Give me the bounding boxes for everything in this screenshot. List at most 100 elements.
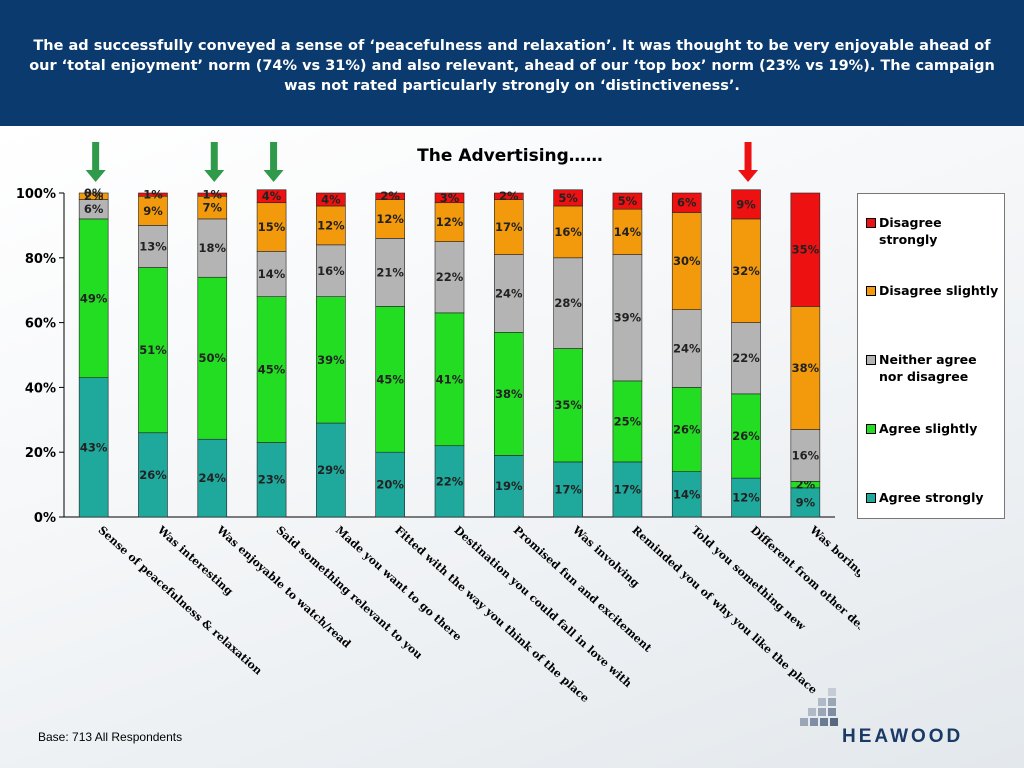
data-label: 17% xyxy=(495,220,523,234)
bar-segment xyxy=(553,461,583,518)
x-tick-label: Told you something new xyxy=(689,524,809,634)
bar-segment xyxy=(671,192,702,213)
legend-swatch xyxy=(866,493,876,503)
red-arrow-icon xyxy=(738,142,759,182)
company-logo: HEAWOOD xyxy=(800,688,980,752)
data-label: 21% xyxy=(376,265,404,279)
data-label: 1% xyxy=(143,188,163,202)
data-label: 24% xyxy=(495,286,523,300)
bar-segment xyxy=(731,393,761,479)
data-label: 23% xyxy=(258,473,286,487)
y-tick-label: 40% xyxy=(25,381,56,396)
data-label: 5% xyxy=(618,194,638,208)
data-label: 14% xyxy=(673,487,701,501)
data-label: 39% xyxy=(614,311,642,325)
bar-segment xyxy=(138,195,168,226)
bar-segment xyxy=(138,432,168,518)
bar-segment xyxy=(316,192,346,207)
bar-segment xyxy=(197,218,228,278)
legend-swatch xyxy=(866,218,876,228)
logo-squares-icon xyxy=(800,688,838,726)
data-label: 51% xyxy=(139,343,167,357)
y-tick-label: 100% xyxy=(16,187,56,202)
data-label: 22% xyxy=(732,351,760,365)
bar-segment xyxy=(553,205,583,259)
green-arrow-icon xyxy=(85,142,106,182)
bar-segment xyxy=(197,192,228,197)
bar-segment xyxy=(612,380,643,463)
bar-segment xyxy=(553,257,583,349)
bar-segment xyxy=(553,348,583,463)
green-arrow-icon xyxy=(204,142,225,182)
bar-segment xyxy=(434,241,465,314)
bar-segment xyxy=(316,422,346,518)
bar-segment xyxy=(731,189,761,220)
data-label: 22% xyxy=(436,474,464,488)
chart-title: The Advertising…… xyxy=(417,146,603,166)
data-label: 14% xyxy=(614,225,642,239)
data-label: 45% xyxy=(376,372,404,386)
bar-segment xyxy=(494,192,524,200)
data-label: 9% xyxy=(143,204,163,218)
data-label: 24% xyxy=(199,471,227,485)
legend-label-line: Agree slightly xyxy=(879,421,978,436)
data-label: 30% xyxy=(673,254,701,268)
data-label: 18% xyxy=(199,241,227,255)
bar-segment xyxy=(256,189,287,204)
data-label: 4% xyxy=(262,189,282,203)
data-label: 17% xyxy=(614,482,642,496)
bar-segment xyxy=(434,445,465,518)
data-label: 12% xyxy=(376,212,404,226)
data-label: 28% xyxy=(554,296,582,310)
data-label: 14% xyxy=(258,267,286,281)
data-label: 25% xyxy=(614,414,642,428)
data-label: 5% xyxy=(558,191,578,205)
chart-legend: Disagree strongly Disagree slightly Neither… xyxy=(857,193,1005,519)
bar-segment xyxy=(138,225,168,268)
data-label: 29% xyxy=(317,463,345,477)
bar-segment xyxy=(256,296,287,443)
x-tick-label: Was boring xyxy=(807,523,860,580)
bar-segment xyxy=(256,251,287,297)
y-tick-label: 20% xyxy=(25,446,56,461)
data-label: 1% xyxy=(203,188,223,202)
bar-segment xyxy=(494,254,524,333)
bar-segment xyxy=(78,192,109,200)
bar-segment xyxy=(612,208,643,255)
bar-segment xyxy=(375,238,405,307)
data-label: 26% xyxy=(732,429,760,443)
data-label: 35% xyxy=(792,243,820,257)
bar-segment xyxy=(78,377,109,518)
bar-segment xyxy=(256,442,287,518)
bar-segment xyxy=(790,192,821,307)
bar-segment xyxy=(553,189,583,207)
bar-segment xyxy=(612,254,643,382)
data-label: 41% xyxy=(436,372,464,386)
bar-segment xyxy=(78,218,109,378)
data-label: 2% xyxy=(499,189,519,203)
data-label: 15% xyxy=(258,220,286,234)
legend-swatch xyxy=(866,286,876,296)
bar-segment xyxy=(671,471,702,518)
data-label: 12% xyxy=(732,491,760,505)
green-arrow-icon xyxy=(263,142,284,182)
data-label: 38% xyxy=(495,387,523,401)
legend-label-line: strongly xyxy=(879,232,938,247)
data-label: 38% xyxy=(792,361,820,375)
bar-segment xyxy=(790,487,821,518)
data-label: 43% xyxy=(80,440,108,454)
bar-segment xyxy=(731,322,761,395)
bar-segment xyxy=(256,202,287,252)
bar-segment xyxy=(197,276,228,440)
y-tick-label: 0% xyxy=(34,511,56,526)
header-summary: The ad successfully conveyed a sense of … xyxy=(29,38,995,94)
data-label: 16% xyxy=(554,225,582,239)
bar-segment xyxy=(375,192,405,200)
bar-segment xyxy=(434,192,465,204)
data-label: 39% xyxy=(317,353,345,367)
bar-segment xyxy=(494,455,524,518)
bar-segment xyxy=(790,306,821,430)
legend-label-line: Neither agree xyxy=(879,352,977,367)
data-label: 49% xyxy=(80,291,108,305)
bar-segment xyxy=(316,296,346,424)
